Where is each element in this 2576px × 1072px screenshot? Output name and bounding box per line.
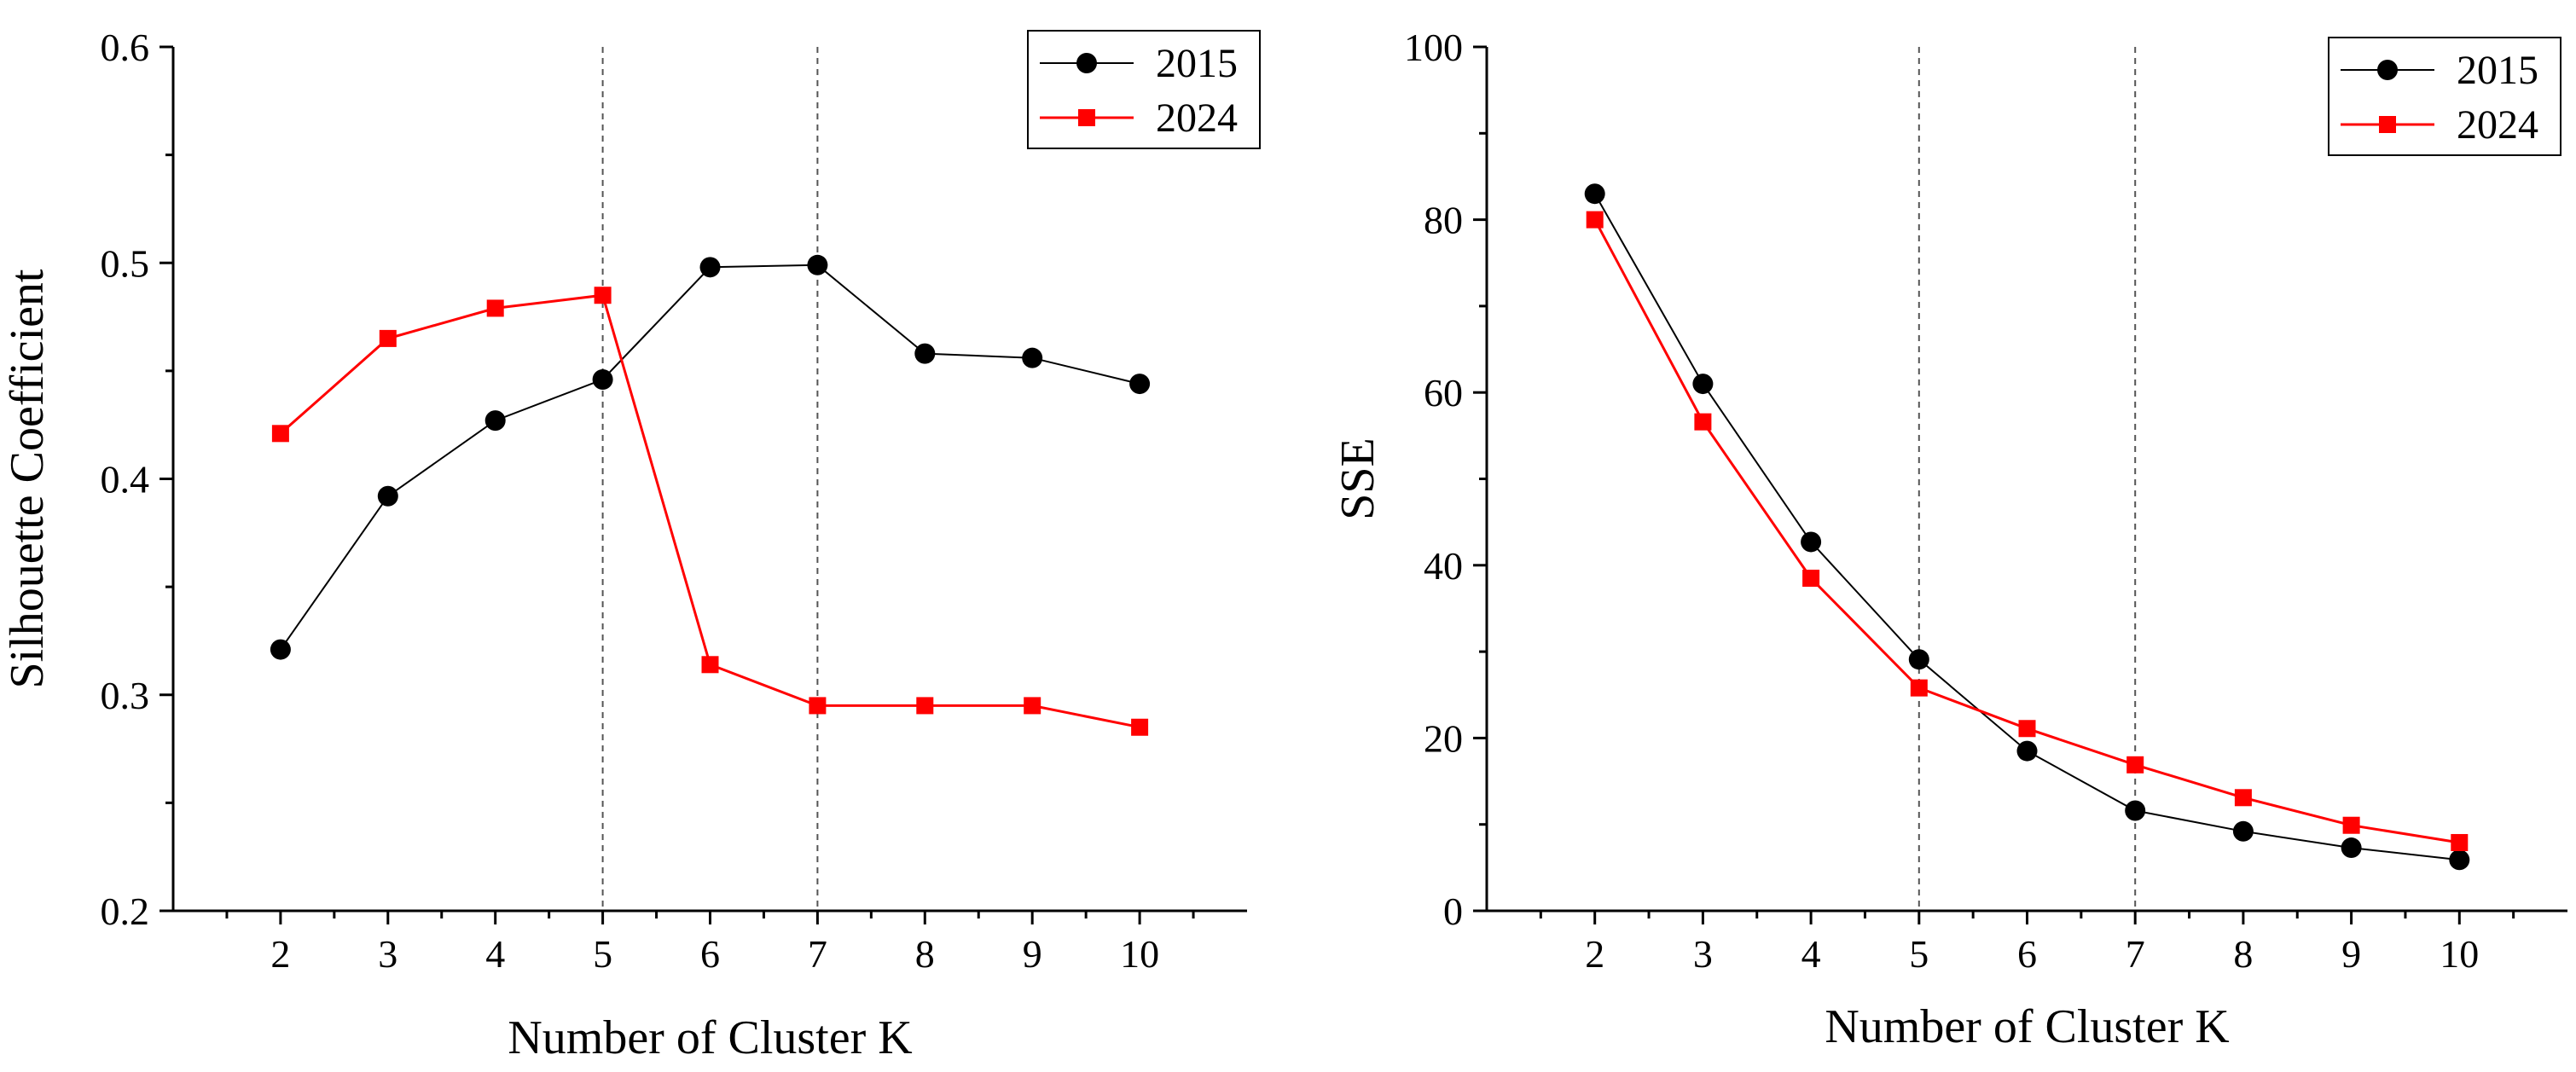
legend-label-2015: 2015 [1156,41,1238,86]
y-tick-label: 0.4 [101,458,150,501]
data-point-2015 [484,410,506,432]
data-point-2015 [1129,374,1151,395]
data-point-2024 [1910,679,1928,697]
legend-marker-2024 [1078,109,1095,126]
data-point-2024 [2234,789,2252,807]
x-tick-label: 5 [593,932,612,976]
x-tick-label: 2 [270,932,290,976]
legend-marker-2015 [1076,53,1097,73]
data-point-2024 [2018,720,2036,738]
y-tick-label: 100 [1404,26,1463,69]
legend-box [1027,30,1261,149]
legend-marker-2015 [2377,60,2398,80]
x-tick-label: 2 [1585,932,1604,976]
data-point-2015 [270,639,291,660]
data-point-2015 [1584,183,1605,205]
x-tick-label: 10 [1120,932,1159,976]
series-line-2015 [280,264,1140,651]
data-point-2024 [1586,211,1604,229]
silhouette-chart: 0.2 0.3 0.4 0.5 0.6 2 3 4 5 6 7 8 9 10 Number of Clust… [1,26,1261,1064]
y-tick-label: 60 [1424,371,1463,414]
legend-label-2024: 2024 [1156,96,1238,141]
data-point-2015 [592,369,613,391]
data-point-2024 [271,425,289,443]
data-point-2015 [2341,837,2362,859]
y-tick-label: 0.2 [101,889,150,933]
x-axis-title: Number of Cluster K [508,1011,912,1064]
data-point-2015 [1022,347,1043,368]
data-point-2015 [1692,374,1714,395]
data-point-2024 [379,329,397,347]
data-point-2015 [807,254,828,275]
data-point-2015 [2125,800,2146,821]
y-axis-title: SSE [1332,437,1384,520]
data-point-2024 [594,287,612,304]
y-tick-label: 40 [1424,544,1463,588]
legend-label-2015: 2015 [2457,48,2538,93]
data-point-2015 [914,343,936,364]
x-tick-label: 8 [915,932,935,976]
y-tick-label: 0.5 [101,241,150,285]
y-tick-label: 0.3 [101,674,150,717]
x-tick-label: 7 [808,932,827,976]
data-point-2024 [2342,816,2360,834]
y-axis-title: Silhouette Coefficient [1,269,54,688]
y-tick-label: 0.6 [101,26,150,69]
x-tick-label: 4 [1801,932,1821,976]
data-point-2024 [2126,756,2144,774]
x-tick-label: 6 [2017,932,2037,976]
data-point-2024 [1802,569,1820,587]
x-tick-label: 4 [485,932,505,976]
data-point-2015 [2449,849,2470,871]
data-point-2015 [377,485,398,507]
legend-marker-2024 [2379,116,2396,133]
x-tick-label: 3 [378,932,397,976]
x-tick-label: 7 [2126,932,2145,976]
x-tick-label: 3 [1693,932,1713,976]
data-point-2024 [1131,718,1149,736]
data-point-2015 [2016,740,2038,762]
x-tick-label: 9 [2341,932,2361,976]
x-tick-label: 10 [2440,932,2479,976]
x-tick-label: 5 [1909,932,1929,976]
data-point-2024 [809,697,827,715]
data-point-2024 [916,697,934,715]
data-point-2024 [701,656,719,674]
sse-chart: 0 20 40 60 80 100 2 3 4 5 6 7 8 9 10 Number of Cluster … [1332,26,2567,1053]
x-tick-label: 8 [2233,932,2253,976]
data-point-2015 [699,257,721,278]
x-tick-label: 6 [700,932,720,976]
data-point-2024 [486,299,504,317]
data-point-2015 [2232,820,2254,842]
y-tick-label: 80 [1424,199,1463,242]
data-point-2024 [2451,833,2469,851]
data-point-2024 [1024,697,1041,715]
data-point-2015 [1801,531,1822,553]
data-point-2015 [1908,649,1929,670]
legend-label-2024: 2024 [2457,102,2538,148]
x-axis-title: Number of Cluster K [1825,1000,2229,1053]
legend-box [2328,37,2561,156]
y-tick-label: 0 [1443,889,1463,933]
x-tick-label: 9 [1023,932,1042,976]
y-tick-label: 20 [1424,716,1463,760]
data-point-2024 [1694,413,1712,431]
